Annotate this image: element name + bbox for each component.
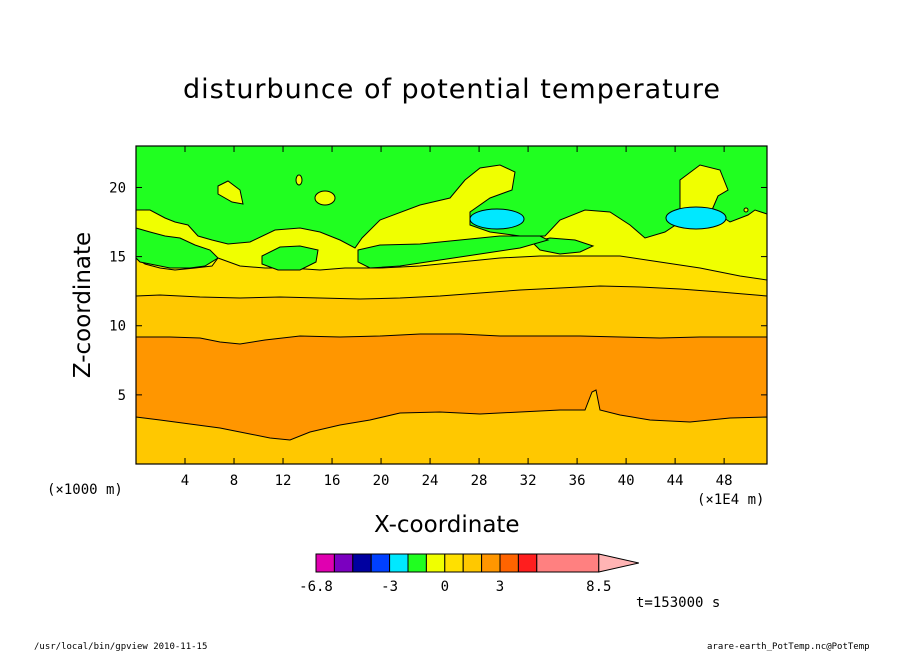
contour-yellow-cell-2 bbox=[295, 174, 303, 186]
colorbar-label: 3 bbox=[496, 579, 504, 595]
plot-frame bbox=[135, 145, 768, 465]
colorbar-extend-arrow bbox=[598, 553, 639, 573]
x-tick-label: 4 bbox=[181, 473, 189, 489]
contour-cyan-cell-1 bbox=[469, 208, 525, 230]
colorbar-label: -3 bbox=[381, 579, 398, 595]
x-tick-label: 40 bbox=[618, 473, 635, 489]
contour-yellow-cell-4 bbox=[743, 207, 749, 213]
contour-cyan-cell-2 bbox=[665, 206, 727, 230]
colorbar-label: 0 bbox=[441, 579, 449, 595]
contour-yellow-cell-3 bbox=[314, 190, 336, 206]
footer-file-info: arare-earth_PotTemp.nc@PotTemp bbox=[707, 642, 870, 652]
colorbar-cell bbox=[425, 553, 446, 573]
x-axis-label: X-coordinate bbox=[374, 512, 520, 538]
x-tick-label: 12 bbox=[275, 473, 292, 489]
x-unit-label-right: (×1E4 m) bbox=[697, 492, 765, 508]
band-gold-lower bbox=[135, 389, 768, 465]
x-tick-label: 44 bbox=[667, 473, 684, 489]
colorbar-cell bbox=[499, 553, 519, 573]
colorbar-cell bbox=[315, 553, 335, 573]
x-tick-label: 16 bbox=[324, 473, 341, 489]
y-tick-label: 20 bbox=[109, 180, 126, 196]
footer-program-info: /usr/local/bin/gpview 2010-11-15 bbox=[34, 642, 208, 652]
colorbar-cell bbox=[481, 553, 501, 573]
colorbar-cell bbox=[352, 553, 372, 573]
plot-area bbox=[135, 145, 768, 465]
colorbar-cell bbox=[444, 553, 464, 573]
x-tick-label: 28 bbox=[471, 473, 488, 489]
x-axis: 4 8 12 16 20 24 28 32 36 40 44 48 bbox=[181, 146, 733, 489]
y-axis-label: Z-coordinate bbox=[70, 231, 96, 379]
colorbar-cell bbox=[370, 553, 391, 573]
y-tick-label: 10 bbox=[109, 319, 126, 335]
y-tick-label: 15 bbox=[109, 250, 126, 266]
time-label: t=153000 s bbox=[636, 595, 721, 611]
x-unit-label: (×1000 m) bbox=[47, 482, 123, 498]
colorbar-cell bbox=[536, 553, 600, 573]
x-tick-label: 20 bbox=[373, 473, 390, 489]
colorbar-label: 8.5 bbox=[586, 579, 611, 595]
x-tick-label: 32 bbox=[520, 473, 537, 489]
colorbar-cell bbox=[407, 553, 427, 573]
colorbar-label: -6.8 bbox=[299, 579, 333, 595]
chart-title: disturbunce of potential temperature bbox=[183, 74, 721, 105]
contour-green-island-2 bbox=[261, 245, 319, 271]
colorbar-cell bbox=[517, 553, 538, 573]
colorbar-cell bbox=[333, 553, 354, 573]
x-tick-label: 48 bbox=[716, 473, 733, 489]
y-tick-label: 5 bbox=[118, 388, 126, 404]
colorbar: -6.8 -3 0 3 8.5 bbox=[299, 553, 639, 595]
contour-yellow-cell-1 bbox=[217, 180, 244, 205]
x-tick-label: 8 bbox=[230, 473, 238, 489]
contour-green-island-1 bbox=[135, 227, 219, 269]
contour-green-island-3 bbox=[531, 237, 595, 255]
colorbar-cell bbox=[462, 553, 483, 573]
x-tick-label: 36 bbox=[569, 473, 586, 489]
y-axis: 5 10 15 20 bbox=[109, 180, 767, 404]
contour-green-island-4 bbox=[357, 235, 550, 269]
x-tick-label: 24 bbox=[422, 473, 439, 489]
colorbar-cell bbox=[389, 553, 409, 573]
